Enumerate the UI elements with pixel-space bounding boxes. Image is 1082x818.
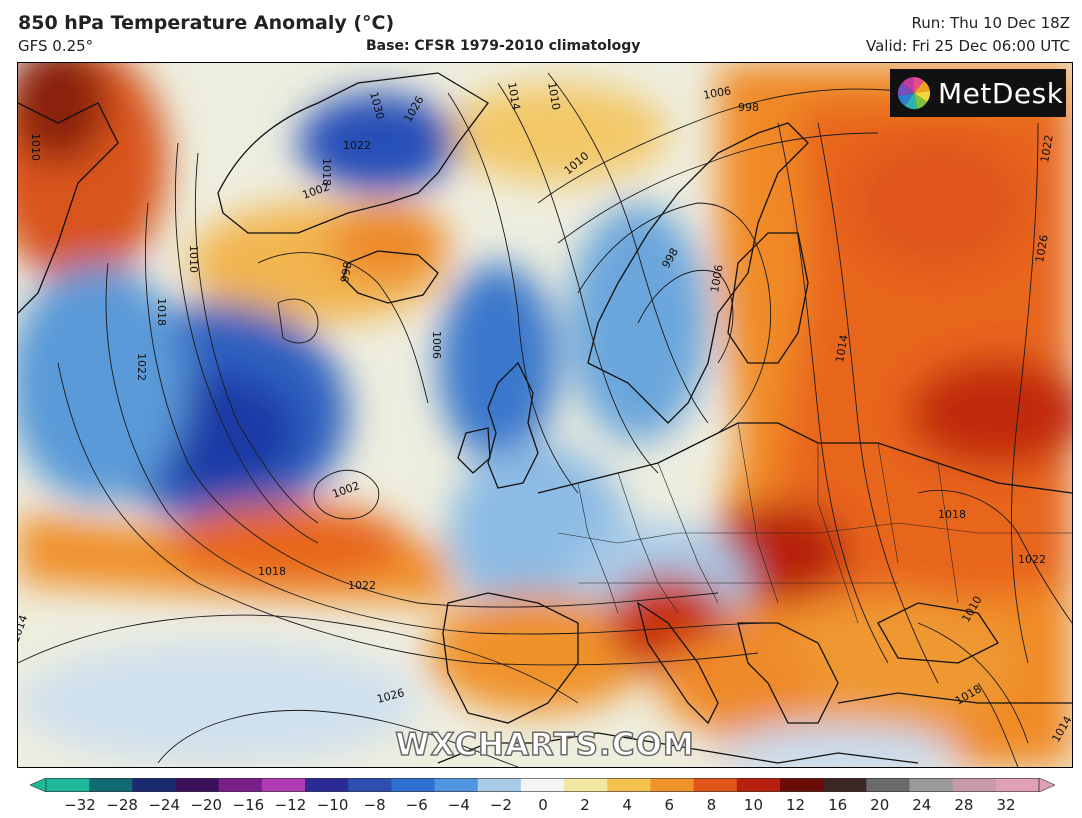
colorbar-segment [607, 778, 651, 792]
metdesk-pinwheel-icon [897, 77, 931, 110]
colorbar-tick-label: −8 [363, 796, 386, 814]
colorbar-segment [823, 778, 867, 792]
colorbar-segment [132, 778, 177, 792]
italy-coast [636, 601, 719, 725]
isobar-value-label: 1018 [258, 565, 286, 578]
colorbar-tick-label: −32 [64, 796, 96, 814]
ireland-coast [457, 427, 491, 474]
greenland-coast [217, 72, 489, 234]
colorbar-segment [218, 778, 263, 792]
colorbar-segment [909, 778, 954, 792]
model-label: GFS 0.25° [18, 37, 94, 55]
temperature-anomaly-field [18, 63, 1072, 767]
balkans-coast [737, 622, 839, 724]
canada-coast [18, 102, 119, 314]
north-africa-coast [437, 732, 919, 764]
finland-coast [727, 232, 809, 364]
colorbar-segment [693, 778, 738, 792]
isobar-value-label: 998 [338, 261, 354, 284]
anomaly-map[interactable]: 1010 1018 1030 1026 1022 1014 1010 1006 998 1002 9… [17, 62, 1073, 768]
isobar-value-label: 1022 [135, 353, 148, 381]
metdesk-logo: MetDesk [890, 69, 1066, 117]
wxcharts-watermark: WXCHARTS.COM [395, 726, 695, 764]
colorbar [30, 778, 1055, 792]
metdesk-logo-text: MetDesk [938, 76, 1064, 110]
colorbar-tick-label: 2 [580, 796, 590, 814]
coastlines [18, 72, 1072, 764]
colorbar-segment [650, 778, 695, 792]
colorbar-tick-label: −4 [447, 796, 470, 814]
colorbar-tick-label: 12 [785, 796, 806, 814]
colorbar-tick-label: −24 [148, 796, 180, 814]
isobar-lines [18, 72, 1072, 767]
colorbar-tick-label: −20 [190, 796, 223, 814]
black-sea-coast [877, 602, 999, 664]
colorbar-segment [477, 778, 522, 792]
isobar-value-label: 1006 [430, 331, 443, 359]
colorbar-tick-label: 10 [743, 796, 763, 814]
isobar-value-label: 1014 [505, 81, 523, 111]
isobar-value-label: 1022 [343, 139, 371, 152]
colorbar-tick-label: 20 [870, 796, 890, 814]
colorbar-tick-label: 24 [912, 796, 932, 814]
colorbar-tick-label: −12 [274, 796, 307, 814]
colorbar-tick-label: 28 [954, 796, 974, 814]
scandinavia-coast [587, 122, 809, 424]
isobar-value-label: 1026 [1033, 234, 1051, 264]
colorbar-segment [261, 778, 306, 792]
country-borders [557, 422, 1072, 624]
colorbar-segment [348, 778, 392, 792]
isobar-value-label: 998 [738, 101, 759, 114]
colorbar-max-extend [1038, 778, 1055, 792]
colorbar-tick-label: −10 [316, 796, 349, 814]
colorbar-tick-label: 32 [996, 796, 1016, 814]
colorbar-segment [520, 778, 565, 792]
run-time-label: Run: Thu 10 Dec 18Z [911, 14, 1070, 32]
colorbar-tick-label: −6 [405, 796, 428, 814]
colorbar-segment [391, 778, 436, 792]
colorbar-segment [952, 778, 997, 792]
isobar-value-label: 1022 [1038, 134, 1056, 164]
isobar-value-label: 1006 [702, 84, 732, 102]
colorbar-segment [779, 778, 824, 792]
colorbar-segment [564, 778, 608, 792]
colorbar-tick-labels: −32 −28 −24 −20 −16 −12 −10 −8 −6 −4 −2 0 2 4 6 8 10 12 16… [0, 796, 1082, 816]
isobar-value-label: 1022 [348, 579, 376, 592]
colorbar-segment [995, 778, 1040, 792]
iceland-coast [342, 250, 439, 304]
isobar-value-label: 1018 [155, 298, 168, 326]
colorbar-segment [175, 778, 220, 792]
colorbar-segment [866, 778, 910, 792]
isobar-value-label: 1006 [708, 264, 726, 294]
isobar-value-label: 1014 [833, 334, 851, 364]
isobar-value-label: 1010 [29, 133, 42, 161]
iberia-coast [442, 592, 579, 724]
colorbar-segment [434, 778, 479, 792]
colorbar-segment [46, 778, 90, 792]
isobar-value-label: 1010 [187, 245, 200, 273]
isobar-value-label: 1010 [545, 81, 563, 111]
valid-time-label: Valid: Fri 25 Dec 06:00 UTC [866, 37, 1070, 55]
colorbar-tick-label: −16 [232, 796, 265, 814]
colorbar-tick-label: 8 [706, 796, 717, 814]
colorbar-min-extend [30, 778, 47, 792]
colorbar-tick-label: 4 [622, 796, 632, 814]
colorbar-tick-label: 0 [538, 796, 548, 814]
colorbar-segment [736, 778, 781, 792]
turkey-coast [837, 692, 1072, 704]
isobar-value-label: 1022 [1018, 553, 1046, 566]
north-europe-coast [537, 422, 1072, 494]
colorbar-tick-label: 6 [664, 796, 675, 814]
colorbar-segment [305, 778, 349, 792]
colorbar-segment [89, 778, 133, 792]
colorbar-tick-label: −2 [489, 796, 512, 814]
isobar-value-label: 1018 [320, 158, 333, 186]
chart-title: 850 hPa Temperature Anomaly (°C) [18, 12, 395, 34]
climatology-base-label: Base: CFSR 1979-2010 climatology [366, 38, 641, 54]
colorbar-tick-label: 16 [828, 796, 848, 814]
colorbar-tick-label: −28 [106, 796, 138, 814]
isobar-value-label: 1018 [938, 508, 966, 521]
